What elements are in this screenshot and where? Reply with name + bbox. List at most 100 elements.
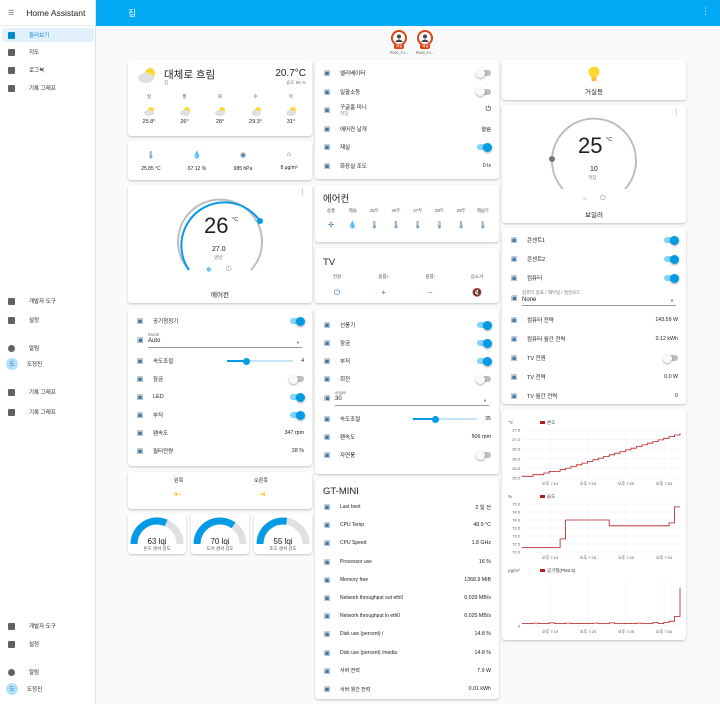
toggle-switch[interactable]	[476, 68, 491, 78]
sidebar-item[interactable]: 둘러보기	[2, 28, 94, 42]
sensor-item[interactable]: ◉ 985 hPa	[223, 151, 263, 172]
toggle-switch[interactable]	[477, 320, 492, 330]
toggle-switch[interactable]	[477, 142, 492, 152]
entity-row[interactable]: ▣ LED	[136, 390, 305, 404]
select-field[interactable]: angle 30 ▼	[335, 390, 489, 406]
tv-remote-button[interactable]: 볼륨- −	[418, 274, 442, 298]
entity-row[interactable]: ▣ 회전	[323, 372, 491, 386]
aircon-thermostat-card[interactable]: ⋮ 26 °C 27.0 냉방 ❄ ⏻ 에어컨	[128, 185, 312, 303]
gauge-card[interactable]: 63 lqi 온도 센서 감도	[128, 514, 186, 554]
toggle-switch[interactable]	[290, 392, 305, 402]
speed-slider[interactable]	[227, 357, 294, 365]
entity-value: 506 rpm	[471, 434, 491, 440]
swing-right-button[interactable]: ⇥	[258, 489, 266, 499]
forecast-day: 목 31°	[276, 94, 306, 132]
toggle-switch[interactable]	[476, 450, 491, 460]
sidebar-item[interactable]: 개발자 도구	[2, 294, 94, 308]
sidebar-item[interactable]: 로그북	[2, 63, 94, 77]
gauge-card[interactable]: 70 lqi 도어 센서 감도	[191, 514, 249, 554]
entity-row[interactable]: ▣ 자연풍	[323, 448, 491, 462]
toggle-switch[interactable]	[663, 353, 678, 363]
toggle-switch[interactable]	[477, 338, 492, 348]
aircon-remote-button[interactable]: 29두 🌡	[451, 208, 471, 229]
aircon-thermostat-dial[interactable]	[172, 191, 268, 287]
menu-icon[interactable]: ☰	[8, 9, 15, 17]
toggle-switch[interactable]	[289, 374, 304, 384]
aircon-remote-button[interactable]: 25두 🌡	[364, 208, 384, 229]
person-badge[interactable]: 재실 P000_F1...	[388, 30, 410, 55]
entity-row[interactable]: ▣ TV 전원	[510, 351, 678, 365]
entity-row[interactable]: ▣ 부저	[323, 354, 492, 368]
entity-row[interactable]: ▣ 콘센트2	[510, 252, 679, 266]
entity-row[interactable]: ▣ 컴퓨터	[510, 271, 679, 285]
weather-card[interactable]: 대체로 흐림 집 20.7°C 습도 86 % 일 25.8° 월 26° 화 28° 수 2…	[128, 60, 312, 136]
entity-row[interactable]: ▣ 속도조절 4	[136, 354, 304, 368]
toggle-switch[interactable]	[476, 87, 491, 96]
more-options-icon[interactable]: ⋮	[299, 189, 306, 196]
entity-row[interactable]: ▣ 속도조절 35	[323, 412, 491, 426]
sidebar-item-label: 로그북	[29, 68, 45, 74]
sidebar-item[interactable]: 지도	[2, 45, 94, 59]
aircon-remote-button[interactable]: 27두 🌡	[408, 208, 428, 229]
sensor-item[interactable]: ⌂ 8 μg/m³	[269, 151, 309, 172]
slider-handle[interactable]	[242, 357, 250, 365]
sidebar-item[interactable]: 개발자 도구	[2, 619, 94, 633]
boiler-thermostat-dial[interactable]	[546, 110, 642, 206]
sidebar-item[interactable]: 도 도정진	[2, 682, 94, 696]
power-icon[interactable]: ⏻	[600, 195, 606, 202]
toggle-switch[interactable]	[290, 410, 305, 420]
boiler-thermostat-card[interactable]: ⋮ 25 °C 10 꺼짐 ♨ ⏻ 보일러	[502, 105, 686, 223]
toggle-switch[interactable]	[664, 254, 679, 264]
sensor-item[interactable]: 💧 67.12 %	[177, 151, 217, 172]
toggle-switch[interactable]	[664, 235, 679, 245]
toggle-switch[interactable]	[477, 356, 492, 366]
entity-row[interactable]: ▣ 엘리베이터	[323, 66, 491, 80]
aircon-remote-button[interactable]: 송풍 ✣	[321, 208, 341, 229]
entity-row[interactable]: ▣ 잠금	[136, 372, 304, 386]
aircon-remote-button[interactable]: 26두 🌡	[386, 208, 406, 229]
sidebar-item[interactable]: 기록 그래프	[2, 81, 94, 95]
entity-row[interactable]: ▣ 공기청정기	[136, 314, 305, 328]
sidebar-item[interactable]: 설정	[2, 637, 94, 651]
select-field[interactable]: 컴퓨터 종료 / 재부팅 / 절전모드 None ▼	[522, 290, 676, 306]
aircon-remote-button[interactable]: 제습 💧	[343, 208, 363, 229]
slider-handle[interactable]	[432, 415, 440, 423]
toggle-switch[interactable]	[290, 316, 305, 326]
entity-row[interactable]: ▣ 부저	[136, 408, 305, 422]
aircon-remote-button[interactable]: 제습두 🌡	[473, 208, 493, 229]
sensor-item[interactable]: 🌡 25.85 °C	[131, 151, 171, 172]
sidebar-item[interactable]: 기록 그래프	[2, 385, 94, 399]
entity-row[interactable]: ▣ 재실	[323, 140, 492, 154]
entity-label-text: TV 전력	[527, 375, 546, 381]
power-icon[interactable]: ⏻	[226, 266, 232, 273]
heat-mode-icon[interactable]: ♨	[582, 196, 588, 202]
entity-row[interactable]: ▣ 콘센트1	[510, 233, 679, 247]
swing-left-button[interactable]: ⇤	[174, 489, 182, 499]
power-icon[interactable]: ⏻	[485, 106, 491, 113]
tv-remote-button[interactable]: 음소거 🔇	[465, 274, 489, 298]
more-options-icon[interactable]: ⋮	[701, 6, 710, 16]
entity-row[interactable]: ▣ 일괄소등	[323, 85, 491, 99]
sidebar-item[interactable]: 설정	[2, 313, 94, 327]
sidebar-item[interactable]: 기록 그래프	[2, 405, 94, 419]
sidebar-item[interactable]: 알림	[2, 665, 94, 679]
light-card[interactable]: 거실등	[502, 60, 686, 100]
entity-row[interactable]: ▣ 선풍기	[323, 318, 492, 332]
tv-remote-button[interactable]: 볼륨+ +	[372, 274, 396, 298]
sidebar-item[interactable]: 알림	[2, 341, 94, 355]
sidebar-item[interactable]: 도 도정진	[2, 357, 94, 371]
more-options-icon[interactable]: ⋮	[673, 109, 680, 116]
speed-slider[interactable]	[412, 415, 478, 423]
person-badge[interactable]: 재실 P000_F1...	[414, 30, 436, 55]
toggle-switch[interactable]	[476, 374, 491, 384]
sensor-value: 67.12 %	[187, 166, 207, 172]
gauge-card[interactable]: 55 lqi 조도 센서 감도	[254, 514, 312, 554]
entity-row[interactable]: ▣ 잠금	[323, 336, 492, 350]
entity-row[interactable]: ▣ 구글홈 미니 꺼짐 ⏻	[323, 103, 491, 117]
system-sensor-value: 16 %	[478, 558, 491, 565]
cool-mode-icon[interactable]: ❄	[206, 267, 212, 274]
toggle-switch[interactable]	[664, 273, 679, 283]
aircon-remote-button[interactable]: 28두 🌡	[430, 208, 450, 229]
tv-remote-button[interactable]: 전원 ⏻	[325, 274, 349, 298]
select-field[interactable]: Mode Auto ▼	[148, 332, 302, 348]
